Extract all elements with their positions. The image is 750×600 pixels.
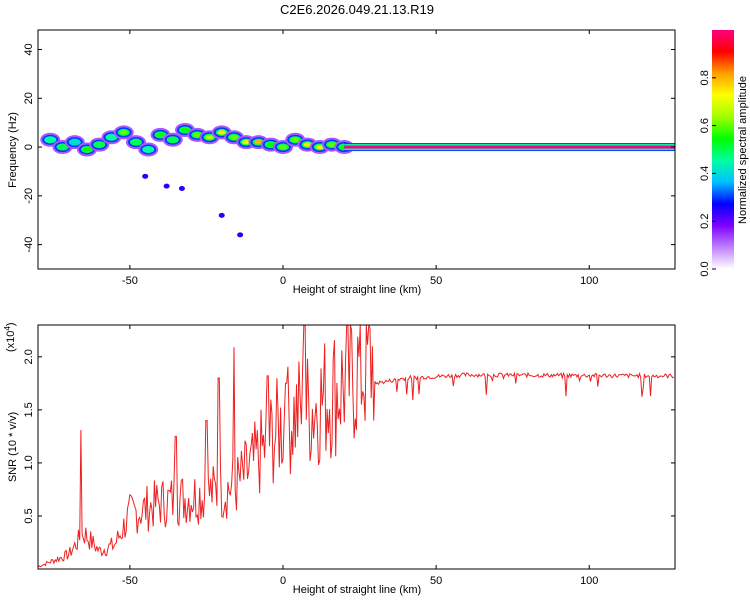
- spectral-blob: [83, 147, 91, 152]
- snr-plot-area: [38, 325, 675, 569]
- spectral-blob: [242, 139, 251, 145]
- snr-scale-note: (x104): [3, 322, 17, 352]
- spectral-blob: [95, 142, 104, 147]
- x-tick-label: 100: [580, 275, 598, 287]
- figure-title: C2E6.2026.049.21.13.R19: [280, 2, 434, 17]
- y-tick-label: 0: [23, 144, 35, 150]
- spectral-blob: [58, 144, 67, 150]
- spectrogram-x-label: Height of straight line (km): [293, 284, 421, 296]
- spectral-outlier: [142, 173, 149, 179]
- spectrogram-x-ticks: -50 0 50 100: [122, 30, 598, 287]
- snr-x-label: Height of straight line (km): [293, 584, 421, 596]
- spectral-blob: [132, 139, 140, 145]
- x-tick-label: -50: [122, 275, 138, 287]
- y-tick-label: 20: [23, 92, 35, 104]
- colorbar-tick-label: 0.6: [699, 118, 711, 133]
- steady-line-core: [344, 145, 675, 149]
- y-tick-label: -20: [23, 188, 35, 204]
- spectral-blob: [303, 142, 312, 147]
- spectral-blob: [144, 147, 153, 152]
- x-tick-label: 50: [430, 275, 442, 287]
- snr-panel: -50 0 50 100 0.5 1.0 1.5 2.0 Height of straigh…: [3, 322, 676, 596]
- colorbar-ticks: 0.0 0.2 0.4 0.6 0.8: [699, 70, 716, 277]
- y-tick-label: 1.0: [23, 455, 35, 470]
- y-tick-label: 0.5: [23, 508, 35, 523]
- colorbar-tick-label: 0.2: [699, 214, 711, 229]
- spectral-blob: [181, 127, 189, 133]
- colorbar: 0.0 0.2 0.4 0.6 0.8 Normalized spectral ampl…: [699, 30, 749, 277]
- spectral-outlier: [218, 212, 225, 218]
- spectral-blob: [70, 139, 79, 145]
- spectrogram-y-ticks: -40 -20 0 20 40: [23, 43, 675, 253]
- colorbar-tick-label: 0.4: [699, 166, 711, 181]
- spectrogram-y-label: Frequency (Hz): [7, 112, 19, 188]
- y-tick-label: 2.0: [23, 349, 35, 364]
- x-tick-label: 0: [280, 575, 286, 587]
- spectral-blob: [193, 132, 202, 138]
- y-tick-label: 1.5: [23, 402, 35, 417]
- snr-x-ticks: -50 0 50 100: [122, 325, 598, 587]
- spectral-blob: [230, 135, 238, 140]
- spectral-blob: [315, 144, 324, 150]
- spectral-blob: [107, 135, 116, 140]
- spectral-blob: [168, 137, 177, 142]
- x-tick-label: -50: [122, 575, 138, 587]
- spectrogram-panel: -50 0 50 100 -40 -20 0 20 40 Height of straight…: [7, 29, 676, 296]
- spectral-blob: [266, 142, 275, 147]
- spectral-outlier: [178, 186, 185, 192]
- snr-y-ticks: 0.5 1.0 1.5 2.0: [23, 349, 675, 524]
- snr-series-line: [37, 324, 674, 568]
- spectral-outlier: [237, 232, 244, 238]
- spectral-blob: [205, 135, 214, 140]
- spectral-blob: [46, 137, 55, 142]
- x-tick-label: 50: [430, 575, 442, 587]
- spectral-blob: [279, 144, 287, 150]
- spectrogram-frame: [37, 29, 676, 270]
- y-tick-label: 40: [23, 43, 35, 55]
- colorbar-tick-label: 0.0: [699, 261, 711, 276]
- colorbar-gradient: [712, 30, 734, 269]
- spectral-blob: [119, 130, 128, 135]
- x-tick-label: 100: [580, 575, 598, 587]
- spectrogram-data: [40, 122, 675, 238]
- spectral-blob: [254, 139, 263, 145]
- spectral-blob: [217, 130, 226, 135]
- spectral-blob: [328, 142, 336, 147]
- snr-frame: [37, 324, 676, 570]
- spectral-outlier: [163, 183, 170, 189]
- y-tick-label: -40: [23, 237, 35, 253]
- x-tick-label: 0: [280, 275, 286, 287]
- spectral-blob: [291, 137, 300, 142]
- colorbar-label: Normalized spectral amplitude: [737, 76, 749, 224]
- colorbar-tick-label: 0.8: [699, 70, 711, 85]
- spectral-blob: [156, 132, 165, 138]
- snr-y-label: SNR (10 * v/v): [7, 412, 19, 482]
